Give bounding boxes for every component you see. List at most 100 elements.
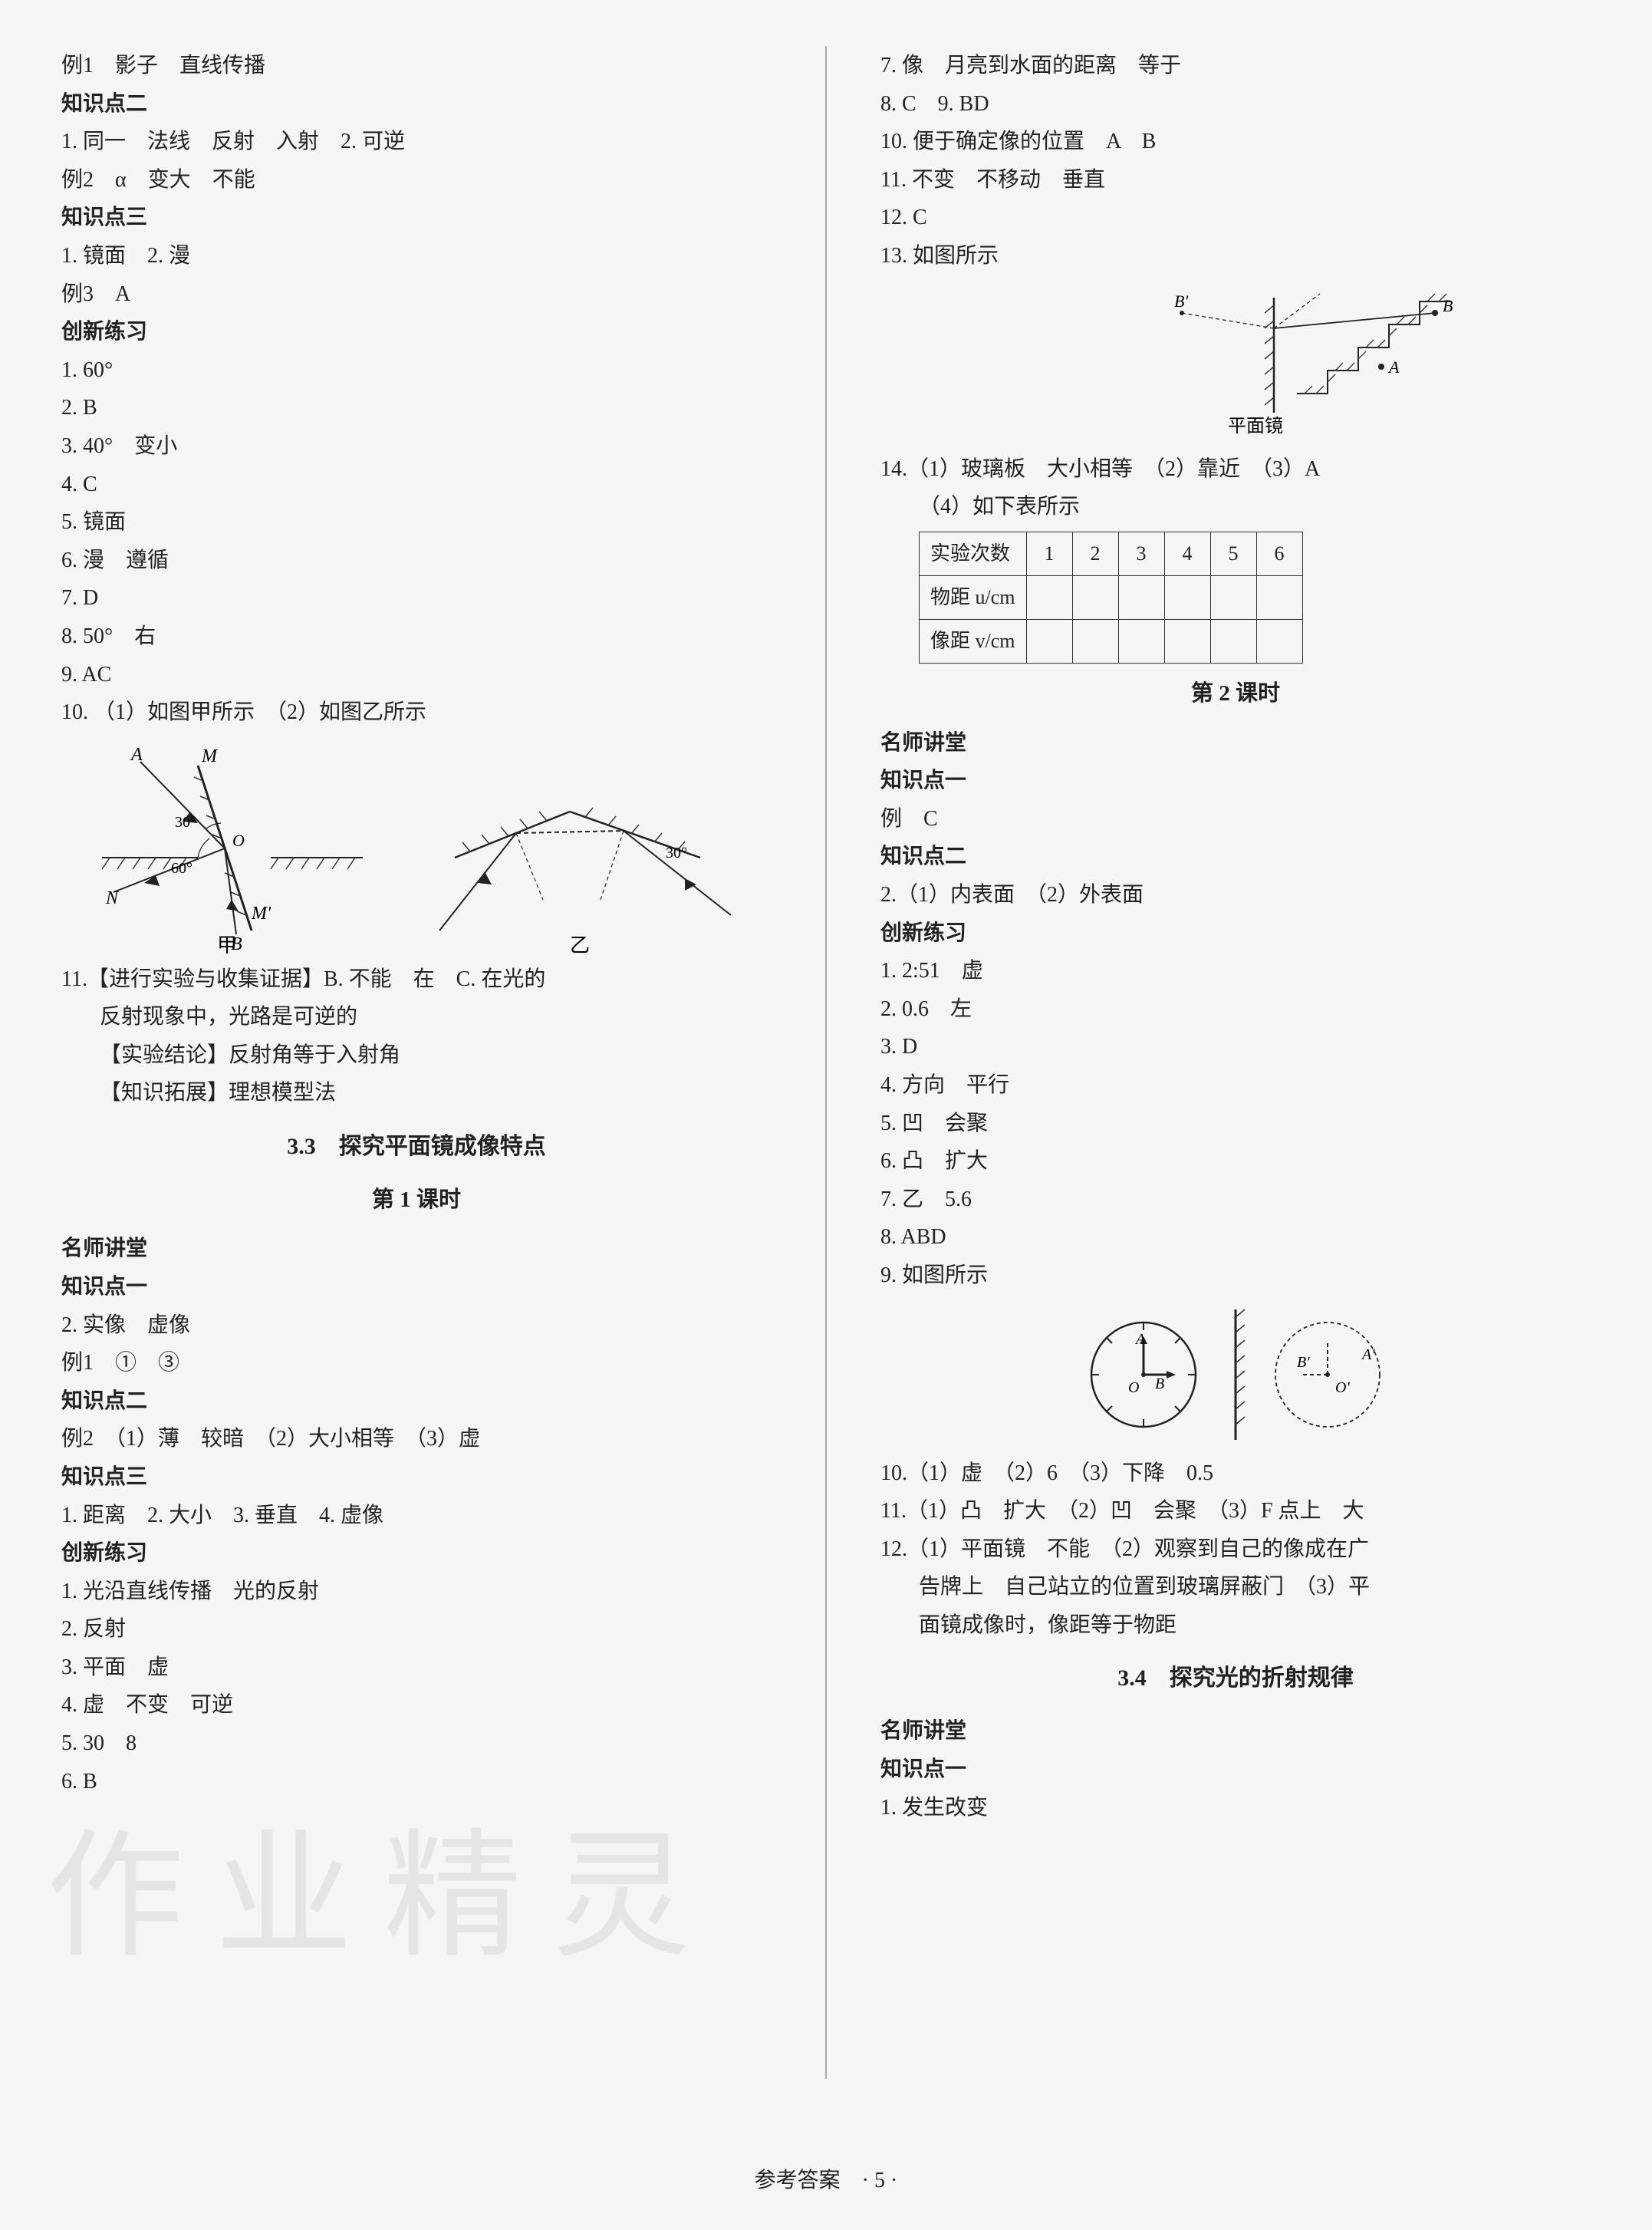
text-line: 4. 虚 不变 可逆 <box>61 1687 772 1724</box>
text-line: 4. 方向 平行 <box>880 1067 1591 1104</box>
text-line: 【实验结论】反射角等于入射角 <box>61 1037 772 1074</box>
text-line: 10.（1）虚 （2）6 （3）下降 0.5 <box>880 1455 1591 1492</box>
label-M: M <box>201 746 219 766</box>
heading-zsd1: 知识点一 <box>61 1269 772 1306</box>
text-line: 7. 乙 5.6 <box>880 1181 1591 1218</box>
text-line: 13. 如图所示 <box>880 238 1591 275</box>
text-line: 例1 影子 直线传播 <box>61 48 772 84</box>
section-3-3: 3.3 探究平面镜成像特点 <box>61 1127 772 1166</box>
text-line: 7. 像 月亮到水面的距离 等于 <box>880 48 1591 84</box>
text-line: 11.【进行实验与收集证据】B. 不能 在 C. 在光的 <box>61 961 772 998</box>
text-line: 5. 30 8 <box>61 1725 772 1762</box>
text-line: 3. 40° 变小 <box>61 428 772 465</box>
table-cell: 3 <box>1118 532 1164 575</box>
heading-cxlxb: 创新练习 <box>61 1535 772 1572</box>
label-Op3: O' <box>1335 1379 1350 1396</box>
table-cell: 5 <box>1210 532 1256 575</box>
page-footer: 参考答案 · 5 · <box>0 2162 1652 2199</box>
table-cell: 4 <box>1164 532 1210 575</box>
heading-zsd2: 知识点二 <box>61 86 772 123</box>
table-header: 实验次数 <box>920 532 1027 575</box>
text-line: 8. ABD <box>880 1219 1591 1256</box>
label-yi: 乙 <box>570 934 590 954</box>
text-line: 2. B <box>61 390 772 427</box>
label-B2: B <box>1443 296 1453 315</box>
label-60: 60° <box>171 860 193 877</box>
table-cell <box>1072 620 1118 664</box>
column-divider <box>825 46 827 2079</box>
heading-msjt: 名师讲堂 <box>61 1230 772 1267</box>
text-line: 告牌上 自己站立的位置到玻璃屏蔽门 （3）平 <box>880 1569 1591 1606</box>
label-O3: O <box>1128 1379 1139 1396</box>
table-cell <box>1256 575 1302 619</box>
text-line: 面镜成像时，像距等于物距 <box>880 1607 1591 1644</box>
page-container: 例1 影子 直线传播 知识点二 1. 同一 法线 反射 入射 2. 可逆 例2 … <box>61 46 1591 2079</box>
label-A2: A <box>1387 357 1400 377</box>
text-line: 6. 漫 遵循 <box>61 542 772 579</box>
text-line: （4）如下表所示 <box>880 489 1591 525</box>
text-line: 11.（1）凸 扩大 （2）凹 会聚 （3）F 点上 大 <box>880 1493 1591 1530</box>
text-line: 【知识拓展】理想模型法 <box>61 1075 772 1112</box>
table-cell <box>1164 575 1210 619</box>
text-line: 8. 50° 右 <box>61 618 772 655</box>
text-line: 4. C <box>61 466 772 503</box>
text-line: 1. 光沿直线传播 光的反射 <box>61 1573 772 1610</box>
table-cell <box>1210 620 1256 664</box>
label-Mp: M' <box>251 904 271 924</box>
diagram-reflection: A M N O M' B 30° 60° 甲 <box>61 739 772 954</box>
text-line: 3. 平面 虚 <box>61 1649 772 1686</box>
right-column: 7. 像 月亮到水面的距离 等于 8. C 9. BD 10. 便于确定像的位置… <box>880 46 1591 2079</box>
text-line: 5. 镜面 <box>61 504 772 541</box>
label-Bp: B' <box>1174 292 1188 311</box>
subsection-lesson2: 第 2 课时 <box>880 675 1591 713</box>
heading-msjt2: 名师讲堂 <box>880 725 1591 762</box>
text-line: 9. 如图所示 <box>880 1257 1591 1294</box>
text-line: 1. 同一 法线 反射 入射 2. 可逆 <box>61 124 772 160</box>
text-line: 2. 反射 <box>61 1611 772 1648</box>
label-A3: A <box>1134 1331 1146 1348</box>
text-line: 10. （1）如图甲所示 （2）如图乙所示 <box>61 694 772 731</box>
label-mirror: 平面镜 <box>1228 416 1283 436</box>
text-line: 7. D <box>61 580 772 617</box>
heading-zsd1c: 知识点一 <box>880 763 1591 799</box>
text-line: 5. 凹 会聚 <box>880 1105 1591 1142</box>
text-line: 2.（1）内表面 （2）外表面 <box>880 877 1591 914</box>
experiment-table: 实验次数 1 2 3 4 5 6 物距 u/cm 像距 v/cm <box>919 532 1303 664</box>
table-cell <box>1164 620 1210 664</box>
table-cell <box>1118 575 1164 619</box>
text-line: 例1 ① ③ <box>61 1345 772 1382</box>
text-line: 1. 2:51 虚 <box>880 953 1591 990</box>
text-line: 11. 不变 不移动 垂直 <box>880 162 1591 199</box>
subsection-lesson1: 第 1 课时 <box>61 1181 772 1219</box>
table-cell: 像距 v/cm <box>920 620 1027 664</box>
text-line: 9. AC <box>61 657 772 693</box>
table-cell: 1 <box>1026 532 1072 575</box>
left-column: 例1 影子 直线传播 知识点二 1. 同一 法线 反射 入射 2. 可逆 例2 … <box>61 46 772 2079</box>
text-line: 2. 实像 虚像 <box>61 1307 772 1344</box>
table-cell: 2 <box>1072 532 1118 575</box>
text-line: 8. C 9. BD <box>880 86 1591 123</box>
text-line: 6. B <box>61 1764 772 1800</box>
diagram-mirror: B' B A 平面镜 <box>880 282 1591 443</box>
heading-msjt3: 名师讲堂 <box>880 1713 1591 1750</box>
heading-zsd2b: 知识点二 <box>61 1383 772 1420</box>
heading-cxlx: 创新练习 <box>61 314 772 351</box>
text-line: 3. D <box>880 1029 1591 1066</box>
table-cell <box>1256 620 1302 664</box>
text-line: 1. 发生改变 <box>880 1790 1591 1826</box>
text-line: 10. 便于确定像的位置 A B <box>880 124 1591 160</box>
heading-zsd2c: 知识点二 <box>880 838 1591 875</box>
table-cell <box>1118 620 1164 664</box>
table-cell <box>1210 575 1256 619</box>
text-line: 12.（1）平面镜 不能 （2）观察到自己的像成在广 <box>880 1531 1591 1568</box>
label-30: 30° <box>175 814 196 831</box>
label-N: N <box>105 888 120 908</box>
label-B3: B <box>1155 1375 1164 1392</box>
heading-zsd3b: 知识点三 <box>61 1459 772 1496</box>
heading-zsd3: 知识点三 <box>61 199 772 236</box>
section-3-4: 3.4 探究光的折射规律 <box>880 1659 1591 1698</box>
table-cell: 6 <box>1256 532 1302 575</box>
text-line: 2. 0.6 左 <box>880 991 1591 1028</box>
table-cell: 物距 u/cm <box>920 575 1027 619</box>
label-Ap3: A' <box>1361 1346 1375 1363</box>
